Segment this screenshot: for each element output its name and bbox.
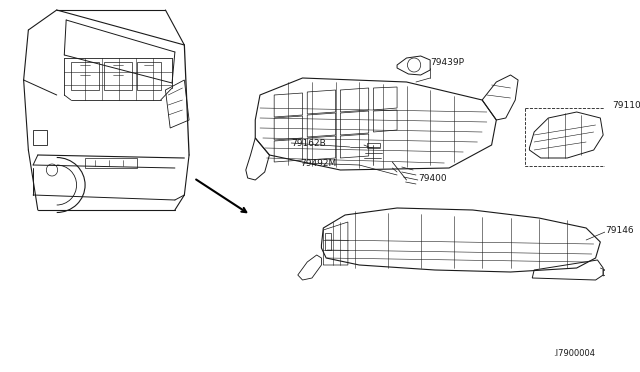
Text: 79146: 79146: [605, 225, 634, 234]
Text: .I7900004: .I7900004: [554, 349, 596, 358]
Text: 79162B: 79162B: [291, 138, 326, 148]
Bar: [525, 108, 610, 166]
Text: 79492M: 79492M: [301, 158, 337, 167]
Text: 79439P: 79439P: [430, 58, 464, 67]
Text: 79400: 79400: [418, 173, 447, 183]
Text: 79110: 79110: [612, 100, 640, 109]
